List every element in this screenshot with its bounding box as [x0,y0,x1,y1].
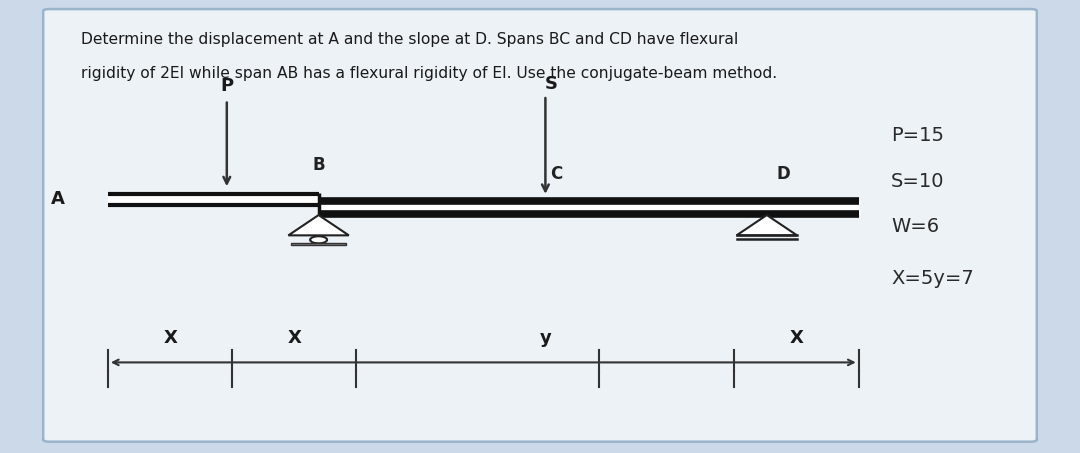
Text: A: A [51,190,65,208]
Text: rigidity of 2EI while span AB has a flexural rigidity of EI. Use the conjugate-b: rigidity of 2EI while span AB has a flex… [81,66,778,81]
Polygon shape [737,215,797,236]
Circle shape [310,236,327,243]
Polygon shape [288,215,349,236]
Text: y: y [540,329,551,347]
Text: W=6: W=6 [891,217,940,236]
Text: S=10: S=10 [891,172,945,191]
Text: Determine the displacement at A and the slope at D. Spans BC and CD have flexura: Determine the displacement at A and the … [81,32,739,47]
Text: P=15: P=15 [891,126,944,145]
Text: X: X [163,329,177,347]
Text: X: X [789,329,804,347]
Text: P: P [220,77,233,95]
Text: B: B [312,156,325,174]
Text: X=5y=7: X=5y=7 [891,269,974,288]
Bar [292,243,346,245]
Text: S: S [544,75,557,93]
Text: C: C [550,164,563,183]
FancyBboxPatch shape [43,9,1037,442]
Text: X: X [287,329,301,347]
Text: D: D [777,164,789,183]
